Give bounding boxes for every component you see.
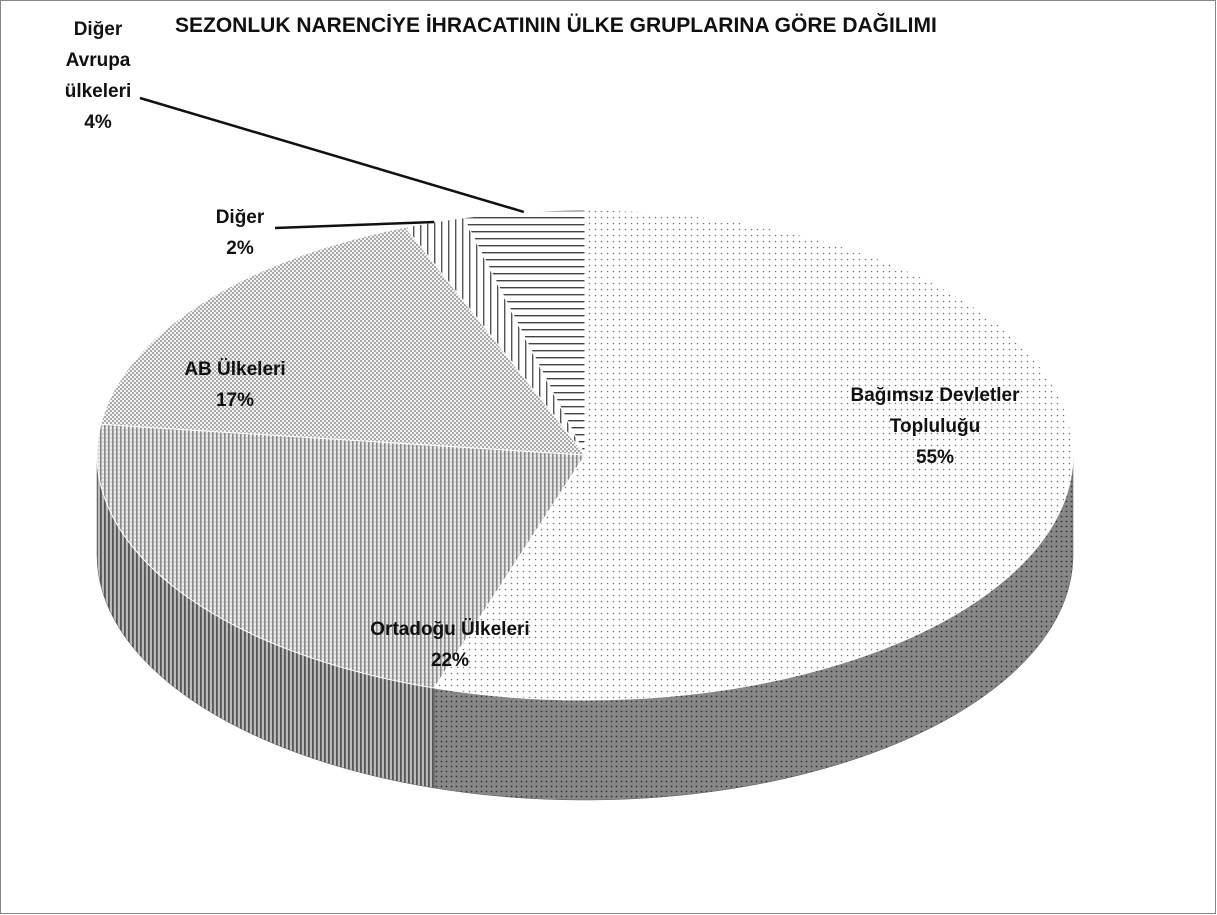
- pie-slice: [462, 209, 586, 456]
- pie-slice: [96, 423, 586, 689]
- data-label-value: 55%: [915, 447, 955, 468]
- leader-line: [274, 220, 435, 230]
- data-label-name: Diğer Avrupa ülkeleri: [64, 19, 132, 102]
- data-label-value: 17%: [215, 390, 255, 411]
- data-label-name: Ortadoğu Ülkeleri: [370, 619, 530, 640]
- data-label-name: AB Ülkeleri: [184, 359, 286, 380]
- data-label-value: 22%: [430, 650, 470, 671]
- pie-slice: [100, 226, 587, 456]
- leader-line: [139, 96, 525, 214]
- chart-title: SEZONLUK NARENCİYE İHRACATININ ÜLKE GRUP…: [175, 14, 937, 37]
- data-label-name: Diğer: [215, 207, 265, 228]
- data-label-value: 2%: [226, 238, 254, 259]
- data-label-value: 4%: [84, 112, 112, 133]
- data-label-name: Bağımsız Devletler Topluluğu: [850, 385, 1020, 437]
- pie-slice: [433, 209, 1074, 701]
